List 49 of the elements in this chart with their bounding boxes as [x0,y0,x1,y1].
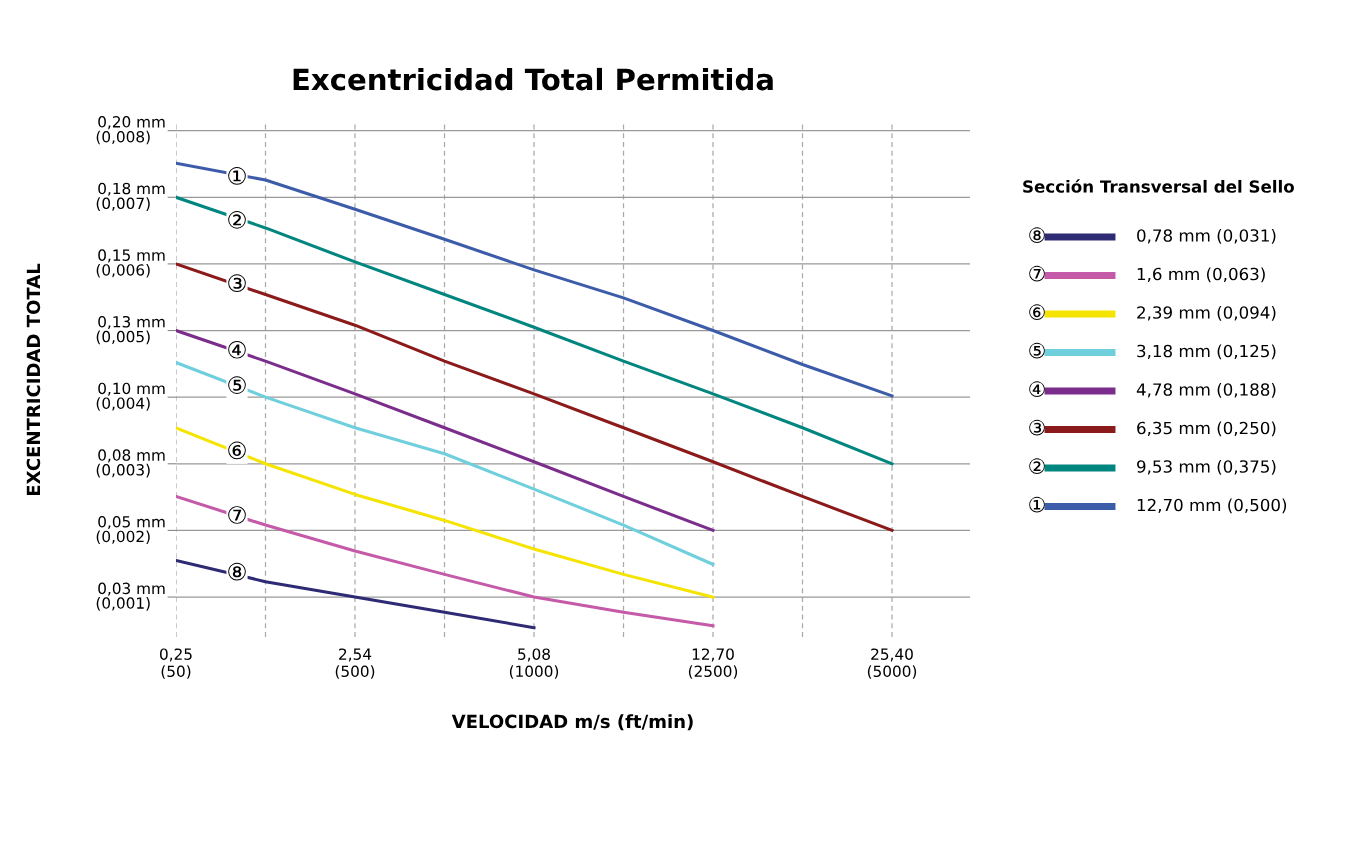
text: ② [1029,458,1045,474]
text: ③ [1029,419,1045,436]
y2-tick-label: 0,20 mm [98,116,165,130]
x-tick-label: 12,70 (2500) [688,648,738,679]
annotation: ② [228,211,246,229]
x-tick-label: 2,54 (500) [335,648,375,679]
annotation: ⑤ [228,376,246,394]
annotation: ⑥ [228,441,246,460]
annotation: ④ [228,340,246,359]
text: ④ [1029,381,1045,397]
legend-label: 4,78 mm (0,188) [1136,382,1276,398]
x-tick-label: 5,08 (1000) [509,648,559,679]
annotation: ⑧ [228,562,246,581]
legend-label: 3,18 mm (0,125) [1137,344,1276,360]
x-tick-label: 25,40 (5000) [867,648,917,679]
text: ⑧ [1029,227,1045,243]
y-tick-label: (0,002) [96,530,150,545]
y2-tick-label: 0,10 mm [98,382,165,396]
y-tick-label: (0,004) [96,397,150,411]
text: ⑦ [1029,265,1045,282]
text: ⑤ [1029,342,1045,359]
y-tick-label: (0,007) [96,197,150,211]
y-tick-label: (0,006) [96,263,150,278]
x-axis-title: VELOCIDAD m/s (ft/min) [451,714,693,731]
y2-tick-label: 0,15 mm [98,249,165,263]
annotation: ③ [228,274,246,292]
y-tick-label: (0,008) [96,130,150,145]
annotation: ① [228,167,246,185]
legend-label: 0,78 mm (0,031) [1137,228,1276,244]
y2-tick-label: 0,13 mm [98,316,165,330]
legend-label: 1,6 mm (0,063) [1137,267,1265,283]
x-tick-label: 0,25 (50) [160,648,192,679]
y2-tick-label: 0,05 mm [98,515,165,530]
legend-label: 2,39 mm (0,094) [1137,305,1276,321]
text: ⑥ [1029,304,1045,320]
legend-label: 12,70 mm (0,500) [1137,498,1287,514]
y2-tick-label: 0,18 mm [98,182,165,196]
annotation: ⑦ [228,506,246,524]
y2-tick-label: 0,03 mm [98,582,165,596]
y-tick-label: (0,003) [96,463,150,478]
y2-tick-label: 0,08 mm [98,449,165,463]
y-tick-label: (0,005) [96,330,150,345]
y-tick-label: (0,001) [96,597,150,611]
chart-title: Excentricidad Total Permitida [293,67,773,91]
legend-label: 6,35 mm (0,250) [1137,421,1276,437]
legend-title: Sección Transversal del Sello [1023,179,1294,193]
legend-label: 9,53 mm (0,375) [1137,459,1276,475]
text: ① [1029,496,1045,513]
y-axis-title: EXCENTRICIDAD TOTAL [26,263,41,496]
